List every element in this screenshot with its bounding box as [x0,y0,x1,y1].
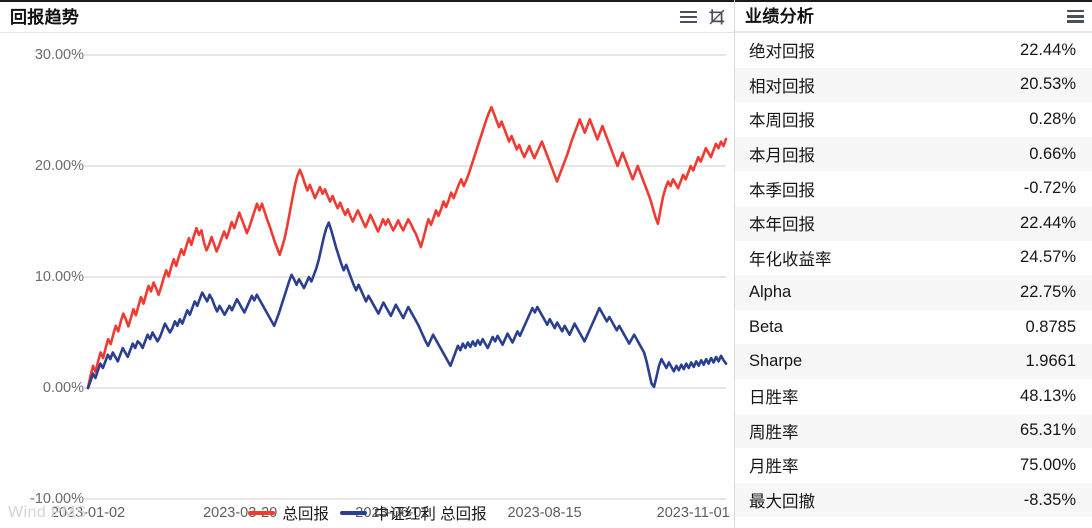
metric-label: 相对回报 [749,77,815,96]
metric-value: -0.72% [1023,179,1076,198]
return-trend-panel: 回报趋势 [0,0,735,528]
table-row[interactable]: 本年回报 22.44% [735,205,1092,241]
metric-label: 最大回撤 [749,493,815,512]
metric-value: 20.53% [1020,75,1076,94]
legend-label: 中证红利 总回报 [373,506,487,523]
stats-header-icons [1067,10,1084,23]
table-row[interactable]: 年化收益率 24.57% [735,240,1092,276]
chart-plot-area: 30.00% 20.00% 10.00% 0.00% -10.00% 2023-01-0… [0,33,734,528]
table-row[interactable]: 相对回报 20.53% [735,67,1092,103]
metric-label: Alpha [749,282,792,301]
menu-icon[interactable] [1067,10,1084,23]
y-axis: 30.00% 20.00% 10.00% 0.00% -10.00% [0,33,84,528]
y-tick-label: 10.00% [34,269,84,285]
x-axis: 2023-01-02 2023-03-20 2023-06-02 2023-08-15… [0,33,734,528]
metric-label: 本月回报 [749,147,815,166]
x-tick-label: 2023-01-02 [50,505,126,521]
metric-label: 本年回报 [749,216,815,235]
table-row[interactable]: Beta 0.8785 [735,309,1092,345]
chart-header-icons [680,8,726,26]
metric-label: 年化收益率 [749,250,832,269]
table-row[interactable]: Sharpe 1.9661 [735,344,1092,379]
performance-metrics-table: 绝对回报 22.44% 相对回报 20.53% 本周回报 0.28% 本月回报 0.66% 本季… [735,33,1092,518]
legend-item[interactable]: 总回报 [248,502,329,524]
metric-label: 本周回报 [749,112,815,131]
x-tick-label: 2023-06-02 [355,505,430,521]
metric-value: 22.75% [1020,282,1076,301]
metric-value: 22.44% [1020,213,1076,232]
table-row[interactable]: 绝对回报 22.44% [735,33,1092,68]
legend-swatch [248,511,276,515]
metric-label: 本季回报 [749,181,815,200]
metric-value: 75.00% [1020,455,1076,474]
legend-swatch [339,511,367,515]
stats-panel-title: 业绩分析 [745,7,815,26]
chart-panel-header: 回报趋势 [0,0,734,33]
grid-lines [84,54,726,500]
x-tick-label: 2023-03-20 [203,505,278,521]
y-tick-label: 30.00% [34,47,84,63]
series-line [86,221,728,390]
metric-value: -8.35% [1023,490,1076,509]
y-tick-label: 20.00% [34,158,84,174]
legend-item[interactable]: 中证红利 总回报 [339,502,487,524]
metric-value: 1.9661 [1025,352,1076,371]
metric-label: 周胜率 [749,423,799,442]
legend-label: 总回报 [282,506,329,523]
table-row[interactable]: 月胜率 75.00% [735,448,1092,483]
chart-legend: 总回报 中证红利 总回报 [0,502,734,524]
metric-value: 0.66% [1029,144,1076,163]
page-title: 回报趋势 [10,7,80,27]
metric-label: 月胜率 [749,458,799,477]
metric-value: 22.44% [1020,40,1076,59]
metric-label: 绝对回报 [749,43,815,62]
performance-analysis-panel: 业绩分析 绝对回报 22.44% 相对回报 20.53% 本周回报 0.28% 本月回报 0.… [735,0,1092,528]
y-tick-label: -10.00% [29,491,84,507]
crop-icon[interactable] [708,8,726,26]
table-row[interactable]: 日胜率 48.13% [735,378,1092,414]
wind-pms-watermark: Wind PMS [8,504,87,521]
return-line-chart [84,54,728,500]
metric-value: 48.13% [1020,386,1076,405]
series-line [86,105,728,390]
menu-icon[interactable] [680,10,697,24]
table-row[interactable]: 本周回报 0.28% [735,102,1092,137]
x-tick-label: 2023-11-01 [656,505,730,521]
metric-value: 24.57% [1020,248,1076,267]
metric-label: Beta [749,317,783,336]
stats-panel-header: 业绩分析 [735,0,1092,33]
metric-value: 0.8785 [1025,317,1076,336]
table-row[interactable]: 周胜率 65.31% [735,413,1092,449]
table-row[interactable]: 本季回报 -0.72% [735,171,1092,206]
table-row[interactable]: 本月回报 0.66% [735,136,1092,172]
x-tick-label: 2023-08-15 [507,505,582,521]
metric-value: 65.31% [1020,421,1076,440]
y-tick-label: 0.00% [42,380,84,396]
metric-label: Sharpe [749,352,803,371]
metric-label: 日胜率 [749,389,799,408]
table-row[interactable]: Alpha 22.75% [735,275,1092,310]
metric-value: 0.28% [1029,109,1076,128]
series-lines [86,105,728,390]
table-row[interactable]: 最大回撤 -8.35% [735,482,1092,518]
